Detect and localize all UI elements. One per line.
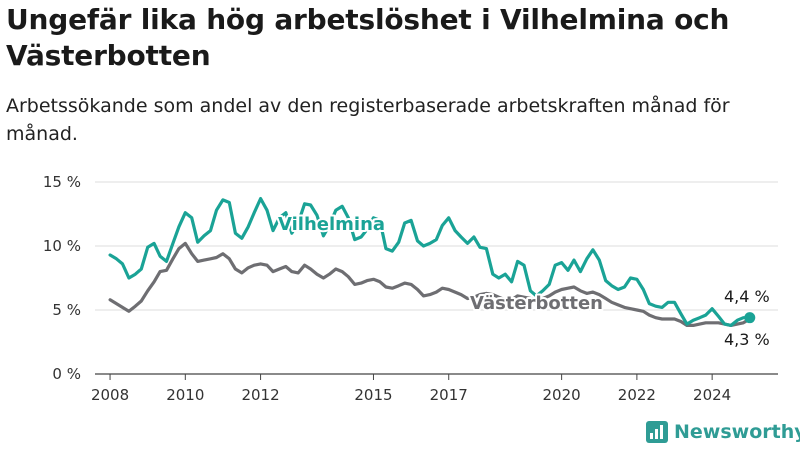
x-tick-label: 2017 [430,386,468,404]
x-tick-label: 2008 [91,386,129,404]
y-tick-label: 5 % [52,301,81,319]
chart-subtitle: Arbetssökande som andel av den registerb… [6,95,730,145]
x-tick-label: 2020 [543,386,581,404]
y-axis-ticks: 0 % 5 % 10 % 15 % [43,173,81,383]
x-tick-label: 2015 [354,386,392,404]
series-lines [108,197,756,327]
y-tick-label: 10 % [43,237,81,255]
x-tick-label: 2022 [618,386,656,404]
vasterbotten-end-label-halo: 4,3 % [724,330,770,349]
x-tick-label: 2010 [166,386,204,404]
x-axis: 2008 2010 2012 2015 2017 2020 2022 2024 [91,374,731,404]
vasterbotten-label: Västerbotten [470,293,603,314]
chart-title: Ungefär lika hög arbetslöshet i Vilhelmi… [6,3,730,72]
x-tick-label: 2012 [241,386,279,404]
vilhelmina-end-label: 4,4 % [724,287,770,306]
vilhelmina-label: Vilhelmina [278,214,385,235]
brand-logo: Newsworthy [646,419,800,445]
x-tick-label: 2024 [693,386,731,404]
vilhelmina-end-label-halo: 4,4 % [724,287,770,306]
vasterbotten-label-halo: Västerbotten [470,293,603,314]
series-labels: VilhelminaVilhelminaVästerbottenVästerbo… [276,212,772,351]
y-tick-label: 0 % [52,365,81,383]
vilhelmina-label-halo: Vilhelmina [278,214,385,235]
brand-name: Newsworthy [674,421,800,443]
chart-logo-icon [646,421,668,443]
vasterbotten-end-label: 4,3 % [724,330,770,349]
vasterbotten-line [108,241,752,327]
gridlines [95,181,778,375]
y-tick-label: 15 % [43,173,81,191]
vilhelmina-line [108,197,752,327]
vilhelmina-end-point [744,312,756,324]
